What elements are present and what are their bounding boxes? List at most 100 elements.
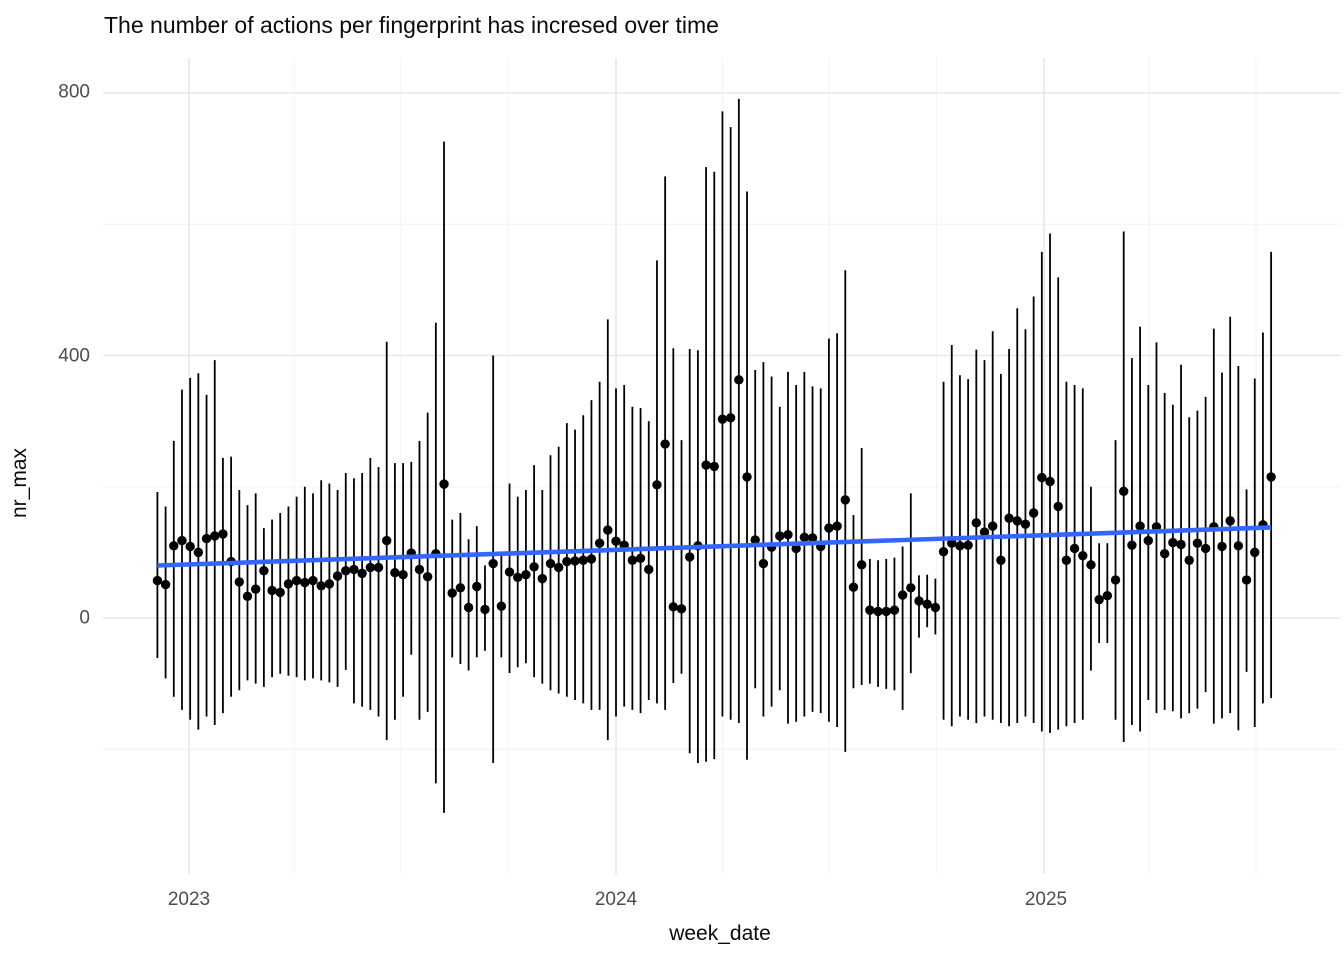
data-point: [1225, 516, 1235, 526]
data-point: [185, 541, 195, 552]
y-tick-label-800: 800: [58, 82, 90, 103]
data-point: [324, 579, 335, 589]
data-point: [1102, 590, 1113, 601]
data-point: [717, 414, 728, 424]
data-point: [218, 529, 228, 539]
data-point: [676, 604, 687, 614]
data-point: [332, 571, 343, 581]
data-point: [300, 577, 310, 588]
data-point: [1110, 575, 1121, 585]
data-point: [685, 552, 695, 562]
y-axis-tick-labels: 0 400 800: [58, 82, 90, 629]
data-point: [382, 535, 392, 546]
data-point: [971, 518, 982, 528]
data-point: [603, 525, 613, 535]
data-point: [1028, 508, 1039, 518]
data-point: [1069, 543, 1080, 554]
data-point: [496, 601, 507, 611]
data-point: [1159, 548, 1170, 559]
data-point: [341, 566, 351, 576]
data-point: [390, 568, 400, 578]
data-point: [193, 547, 204, 558]
data-point: [611, 536, 621, 546]
data-point: [897, 590, 908, 600]
data-point: [783, 529, 793, 540]
data-point: [848, 582, 859, 592]
data-point: [1127, 540, 1137, 550]
data-point: [742, 472, 752, 482]
data-point: [865, 605, 875, 615]
data-point: [1168, 537, 1178, 548]
data-point: [357, 568, 367, 579]
data-point: [881, 606, 891, 617]
data-point: [709, 461, 719, 472]
data-point: [824, 523, 834, 533]
data-point: [906, 583, 916, 593]
data-point: [1012, 516, 1022, 526]
x-tick-label-2025: 2025: [1025, 889, 1067, 910]
data-point: [234, 577, 245, 587]
data-point: [832, 521, 842, 531]
data-point: [1192, 538, 1203, 548]
data-point: [996, 555, 1006, 565]
trend-line: [157, 525, 1272, 568]
data-point: [586, 554, 597, 564]
data-point: [480, 604, 490, 615]
data-point: [349, 564, 359, 575]
data-point: [152, 575, 163, 586]
x-axis-tick-labels: 2023 2024 2025: [168, 889, 1067, 910]
data-point: [513, 572, 523, 583]
data-point: [283, 579, 294, 589]
data-point: [1078, 550, 1088, 561]
data-point: [373, 562, 384, 573]
data-point: [791, 543, 801, 554]
data-point: [1086, 560, 1096, 570]
data-point: [889, 605, 900, 615]
x-tick-label-2024: 2024: [595, 889, 638, 910]
data-point: [1266, 472, 1276, 482]
data-point: [308, 575, 318, 586]
data-point: [758, 558, 769, 569]
data-point: [275, 587, 285, 598]
data-point: [938, 547, 949, 557]
data-point: [1217, 541, 1227, 552]
data-point: [537, 573, 547, 584]
data-point: [210, 531, 220, 541]
data-point: [856, 560, 867, 570]
data-point: [947, 538, 957, 548]
data-point: [316, 581, 326, 591]
data-point: [873, 606, 883, 617]
data-point: [414, 564, 425, 575]
data-point: [594, 538, 605, 548]
y-tick-label-0: 0: [79, 608, 90, 629]
data-point: [979, 527, 990, 537]
data-point: [472, 581, 482, 592]
data-point: [562, 556, 572, 567]
data-point: [455, 583, 466, 593]
data-point: [652, 480, 662, 490]
data-point: [1135, 521, 1145, 531]
data-point: [635, 553, 646, 563]
x-axis-title: week_date: [668, 922, 771, 945]
data-point: [1094, 594, 1104, 605]
data-point: [1233, 541, 1244, 551]
data-point: [545, 558, 556, 569]
data-point: [201, 533, 212, 544]
y-axis-title: nr_max: [8, 447, 31, 518]
data-point: [1045, 476, 1055, 487]
data-point: [963, 540, 973, 550]
data-point: [570, 556, 580, 566]
data-point: [627, 555, 638, 565]
data-point: [734, 375, 744, 385]
data-point: [1061, 555, 1072, 565]
data-point: [644, 564, 654, 575]
data-point: [750, 535, 760, 545]
data-point: [1200, 543, 1211, 554]
data-point: [1184, 555, 1194, 565]
chart-title: The number of actions per fingerprint ha…: [104, 12, 719, 38]
data-point: [160, 579, 171, 590]
data-point: [398, 569, 408, 580]
data-point: [365, 562, 376, 573]
